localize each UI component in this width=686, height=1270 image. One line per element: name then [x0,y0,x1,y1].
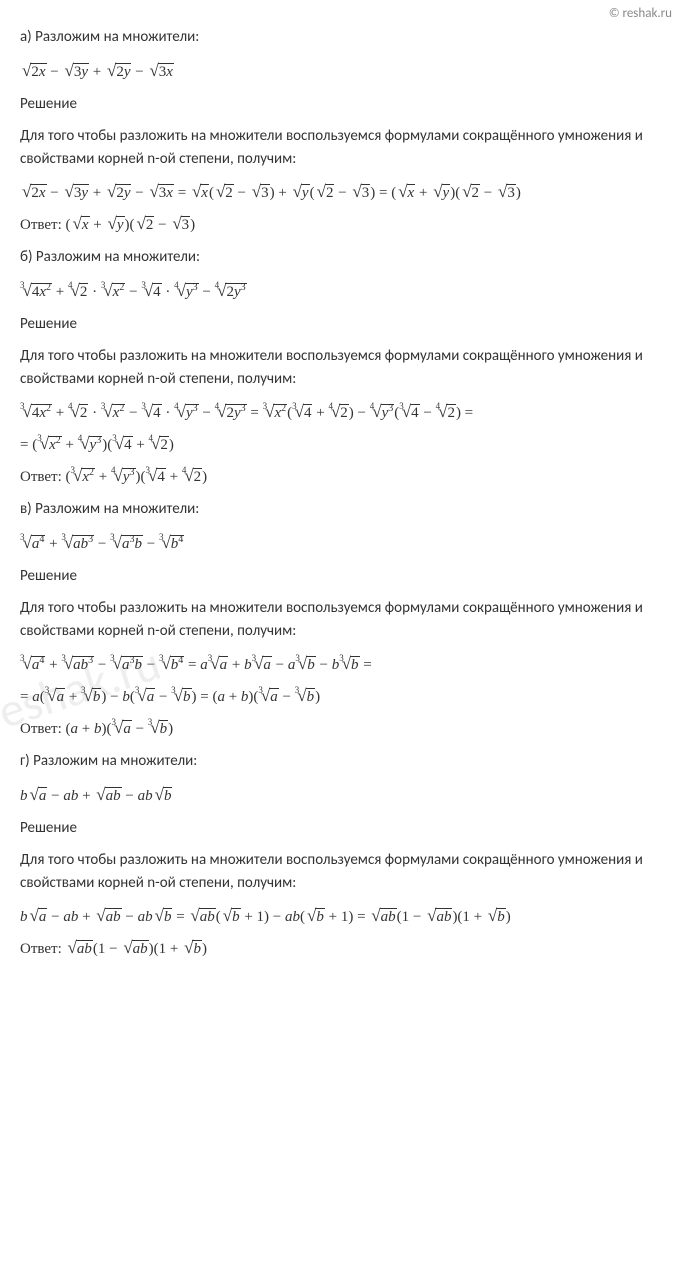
part-a-expression: 2x − 3y + 2y − 3x [20,61,666,81]
part-c-expression: 3a4 + 3ab3 − 3a3b − 3b4 [20,533,666,553]
part-d-expression: ba − ab + ab − abb [20,785,666,805]
part-b-answer: Ответ: (3x2 + 4y3)(34 + 42) [20,466,666,486]
part-a-answer: Ответ: (x + y)(2 − 3) [20,214,666,234]
part-b-title: б) Разложим на множители: [20,246,666,269]
answer-label: Ответ: [20,721,62,737]
part-b-work2: = (3x2 + 4y3)(34 + 42) [20,434,666,454]
part-a-title: а) Разложим на множители: [20,26,666,49]
part-d-paragraph: Для того чтобы разложить на множители во… [20,849,666,894]
part-b-work1: 34x2 + 42 · 3x2 − 34 · 4y3 − 42y3 = 3x2(… [20,402,666,422]
answer-label: Ответ: [20,941,62,957]
part-c-paragraph: Для того чтобы разложить на множители во… [20,597,666,642]
part-b-paragraph: Для того чтобы разложить на множители во… [20,345,666,390]
part-c-title: в) Разложим на множители: [20,498,666,521]
part-b-expression: 34x2 + 42 · 3x2 − 34 · 4y3 − 42y3 [20,281,666,301]
solution-heading: Решение [20,93,666,116]
part-a-paragraph: Для того чтобы разложить на множители во… [20,125,666,170]
part-a-work: 2x − 3y + 2y − 3x = x(2 − 3) + y(2 − 3) … [20,182,666,202]
solution-heading: Решение [20,565,666,588]
part-c-answer: Ответ: (a + b)(3a − 3b) [20,718,666,738]
part-c-work2: = a(3a + 3b) − b(3a − 3b) = (a + b)(3a −… [20,686,666,706]
answer-label: Ответ: [20,469,62,485]
part-d-work: ba − ab + ab − abb = ab(b + 1) − ab(b + … [20,906,666,926]
site-credit: © reshak.ru [609,6,672,21]
part-d-answer: Ответ: ab(1 − ab)(1 + b) [20,938,666,958]
solution-heading: Решение [20,313,666,336]
part-d-title: г) Разложим на множители: [20,750,666,773]
answer-label: Ответ: [20,217,62,233]
solution-heading: Решение [20,817,666,840]
part-c-work1: 3a4 + 3ab3 − 3a3b − 3b4 = a3a + b3a − a3… [20,654,666,674]
